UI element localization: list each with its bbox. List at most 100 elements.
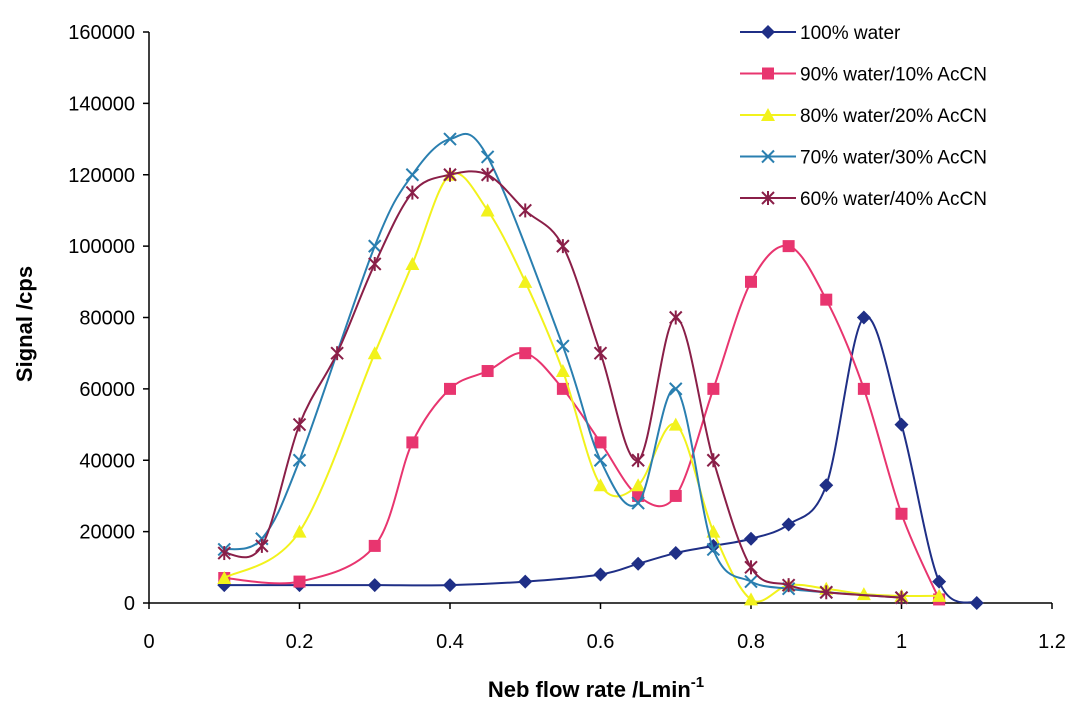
legend-item: 80% water/20% AcCN <box>740 106 987 127</box>
data-point <box>330 346 344 361</box>
data-point <box>856 587 871 601</box>
x-tick-label: 0.2 <box>286 631 314 653</box>
series-line <box>223 172 940 603</box>
series-5 <box>217 167 909 605</box>
data-point <box>293 575 306 588</box>
data-point <box>631 496 645 510</box>
data-point <box>856 310 871 325</box>
data-point <box>857 382 870 395</box>
data-point <box>706 542 721 557</box>
legend-label: 90% water/10% AcCN <box>800 65 987 86</box>
data-point <box>406 436 419 449</box>
data-point <box>631 453 645 468</box>
data-point <box>932 588 947 602</box>
series-2 <box>218 240 946 606</box>
data-point <box>819 478 834 493</box>
data-point <box>255 538 269 553</box>
data-point <box>894 417 909 432</box>
data-point <box>555 364 570 378</box>
x-tick-label: 0.6 <box>587 631 615 653</box>
data-point <box>518 574 533 589</box>
data-point <box>594 436 607 449</box>
data-point <box>631 478 646 492</box>
data-point <box>367 578 382 593</box>
data-point <box>669 310 683 325</box>
data-point <box>217 571 232 585</box>
legend-item: 70% water/30% AcCN <box>740 148 987 169</box>
legend-marker <box>762 67 774 80</box>
data-point <box>969 596 984 610</box>
y-tick-label: 0 <box>124 593 135 615</box>
data-point <box>368 239 382 253</box>
data-point <box>405 256 420 270</box>
y-axis-title: Signal /cps <box>12 266 37 382</box>
data-point <box>895 507 908 520</box>
data-point <box>518 274 533 288</box>
data-point <box>367 346 382 360</box>
data-point <box>405 185 420 200</box>
legend-label: 70% water/30% AcCN <box>800 148 987 169</box>
data-point <box>292 417 307 432</box>
data-point <box>781 578 796 593</box>
data-point <box>443 578 457 593</box>
x-axis-title-text: Neb flow rate /Lmin <box>488 677 691 702</box>
legend-marker <box>761 149 775 164</box>
y-tick-label: 80000 <box>79 308 135 330</box>
y-tick-label: 120000 <box>68 165 135 187</box>
series-1 <box>217 310 984 610</box>
data-point <box>443 167 457 182</box>
y-tick-label: 160000 <box>68 22 135 44</box>
data-point <box>745 275 757 288</box>
data-point <box>593 346 608 361</box>
data-point <box>556 239 570 254</box>
data-point <box>668 546 683 561</box>
data-point <box>782 240 795 253</box>
data-point <box>593 567 608 582</box>
data-point <box>744 592 758 606</box>
data-point <box>518 203 532 218</box>
data-point <box>820 293 833 306</box>
data-point <box>444 382 456 395</box>
data-point <box>593 453 608 467</box>
data-point <box>781 517 796 532</box>
legend: 100% water 90% water/10% AcCN 80% water/20… <box>740 23 987 210</box>
data-point <box>631 556 646 571</box>
data-point <box>744 531 758 546</box>
data-point <box>707 382 720 395</box>
data-point <box>292 453 307 467</box>
x-tick-label: 1.2 <box>1038 631 1066 653</box>
axes: 0 20000 40000 60000 80000 100000 120000 140000 1… <box>68 22 1066 653</box>
legend-item: 60% water/40% AcCN <box>740 189 987 210</box>
data-point <box>668 417 683 431</box>
data-point <box>368 539 381 552</box>
x-axis-title: Neb flow rate /Lmin-1 <box>488 674 704 702</box>
y-tick-label: 140000 <box>68 93 135 115</box>
y-tick-label: 100000 <box>68 236 135 258</box>
data-point <box>519 347 532 360</box>
data-point <box>894 590 909 605</box>
y-tick-label: 20000 <box>79 522 135 544</box>
data-point <box>217 546 231 561</box>
data-point <box>480 150 495 164</box>
data-point <box>669 489 682 502</box>
data-point <box>593 478 608 492</box>
x-tick-label: 0.8 <box>737 631 765 653</box>
data-point <box>443 132 457 146</box>
data-point <box>292 524 307 538</box>
data-point <box>706 538 721 553</box>
data-point <box>556 339 570 353</box>
data-point <box>932 574 947 589</box>
data-point <box>368 256 382 271</box>
data-point <box>556 382 569 395</box>
data-point <box>819 585 833 600</box>
legend-item: 100% water <box>740 23 901 44</box>
series-lines <box>217 132 984 610</box>
x-tick-label: 0 <box>143 631 154 653</box>
data-point <box>481 365 494 378</box>
data-point <box>744 574 758 589</box>
x-tick-label: 1 <box>896 631 907 653</box>
data-point <box>669 382 683 396</box>
data-point <box>480 167 495 182</box>
